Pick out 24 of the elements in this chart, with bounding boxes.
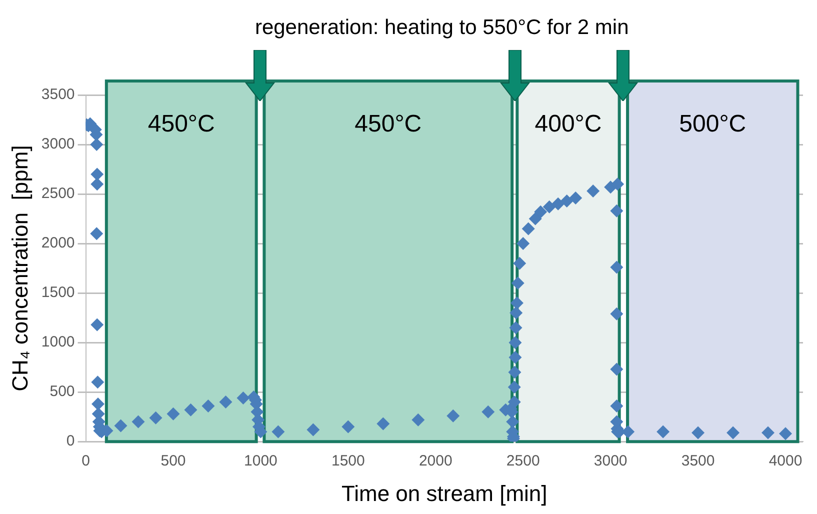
y-axis-title: CH₄ concentration [ppm] xyxy=(7,145,32,392)
y-tick-label: 500 xyxy=(50,383,75,400)
x-tick-label: 2000 xyxy=(418,452,452,470)
y-tick-label: 2500 xyxy=(41,185,75,202)
band-label: 450°C xyxy=(354,110,422,138)
y-tick-label: 2000 xyxy=(41,234,75,252)
y-tick-label: 1500 xyxy=(41,284,75,302)
x-tick-label: 1000 xyxy=(244,452,278,470)
x-tick-label: 0 xyxy=(82,452,90,470)
band-label: 500°C xyxy=(679,110,746,138)
y-tick-label: 1000 xyxy=(41,334,75,351)
y-tick-label: 0 xyxy=(66,432,75,450)
x-tick-label: 4000 xyxy=(768,452,802,470)
x-tick-label: 500 xyxy=(160,452,186,470)
x-tick-label: 3500 xyxy=(681,452,715,470)
x-axis-title: Time on stream [min] xyxy=(341,480,548,506)
x-tick-label: 1500 xyxy=(331,452,365,470)
x-tick-label: 2500 xyxy=(506,452,540,470)
x-tick-label: 3000 xyxy=(594,452,628,470)
y-tick-label: 3000 xyxy=(41,136,75,153)
text: regeneration: heating to 550°C for 2 min xyxy=(254,16,629,39)
band-label: 400°C xyxy=(534,110,602,138)
y-tick-label: 3500 xyxy=(41,86,75,104)
band-label: 450°C xyxy=(148,110,215,138)
